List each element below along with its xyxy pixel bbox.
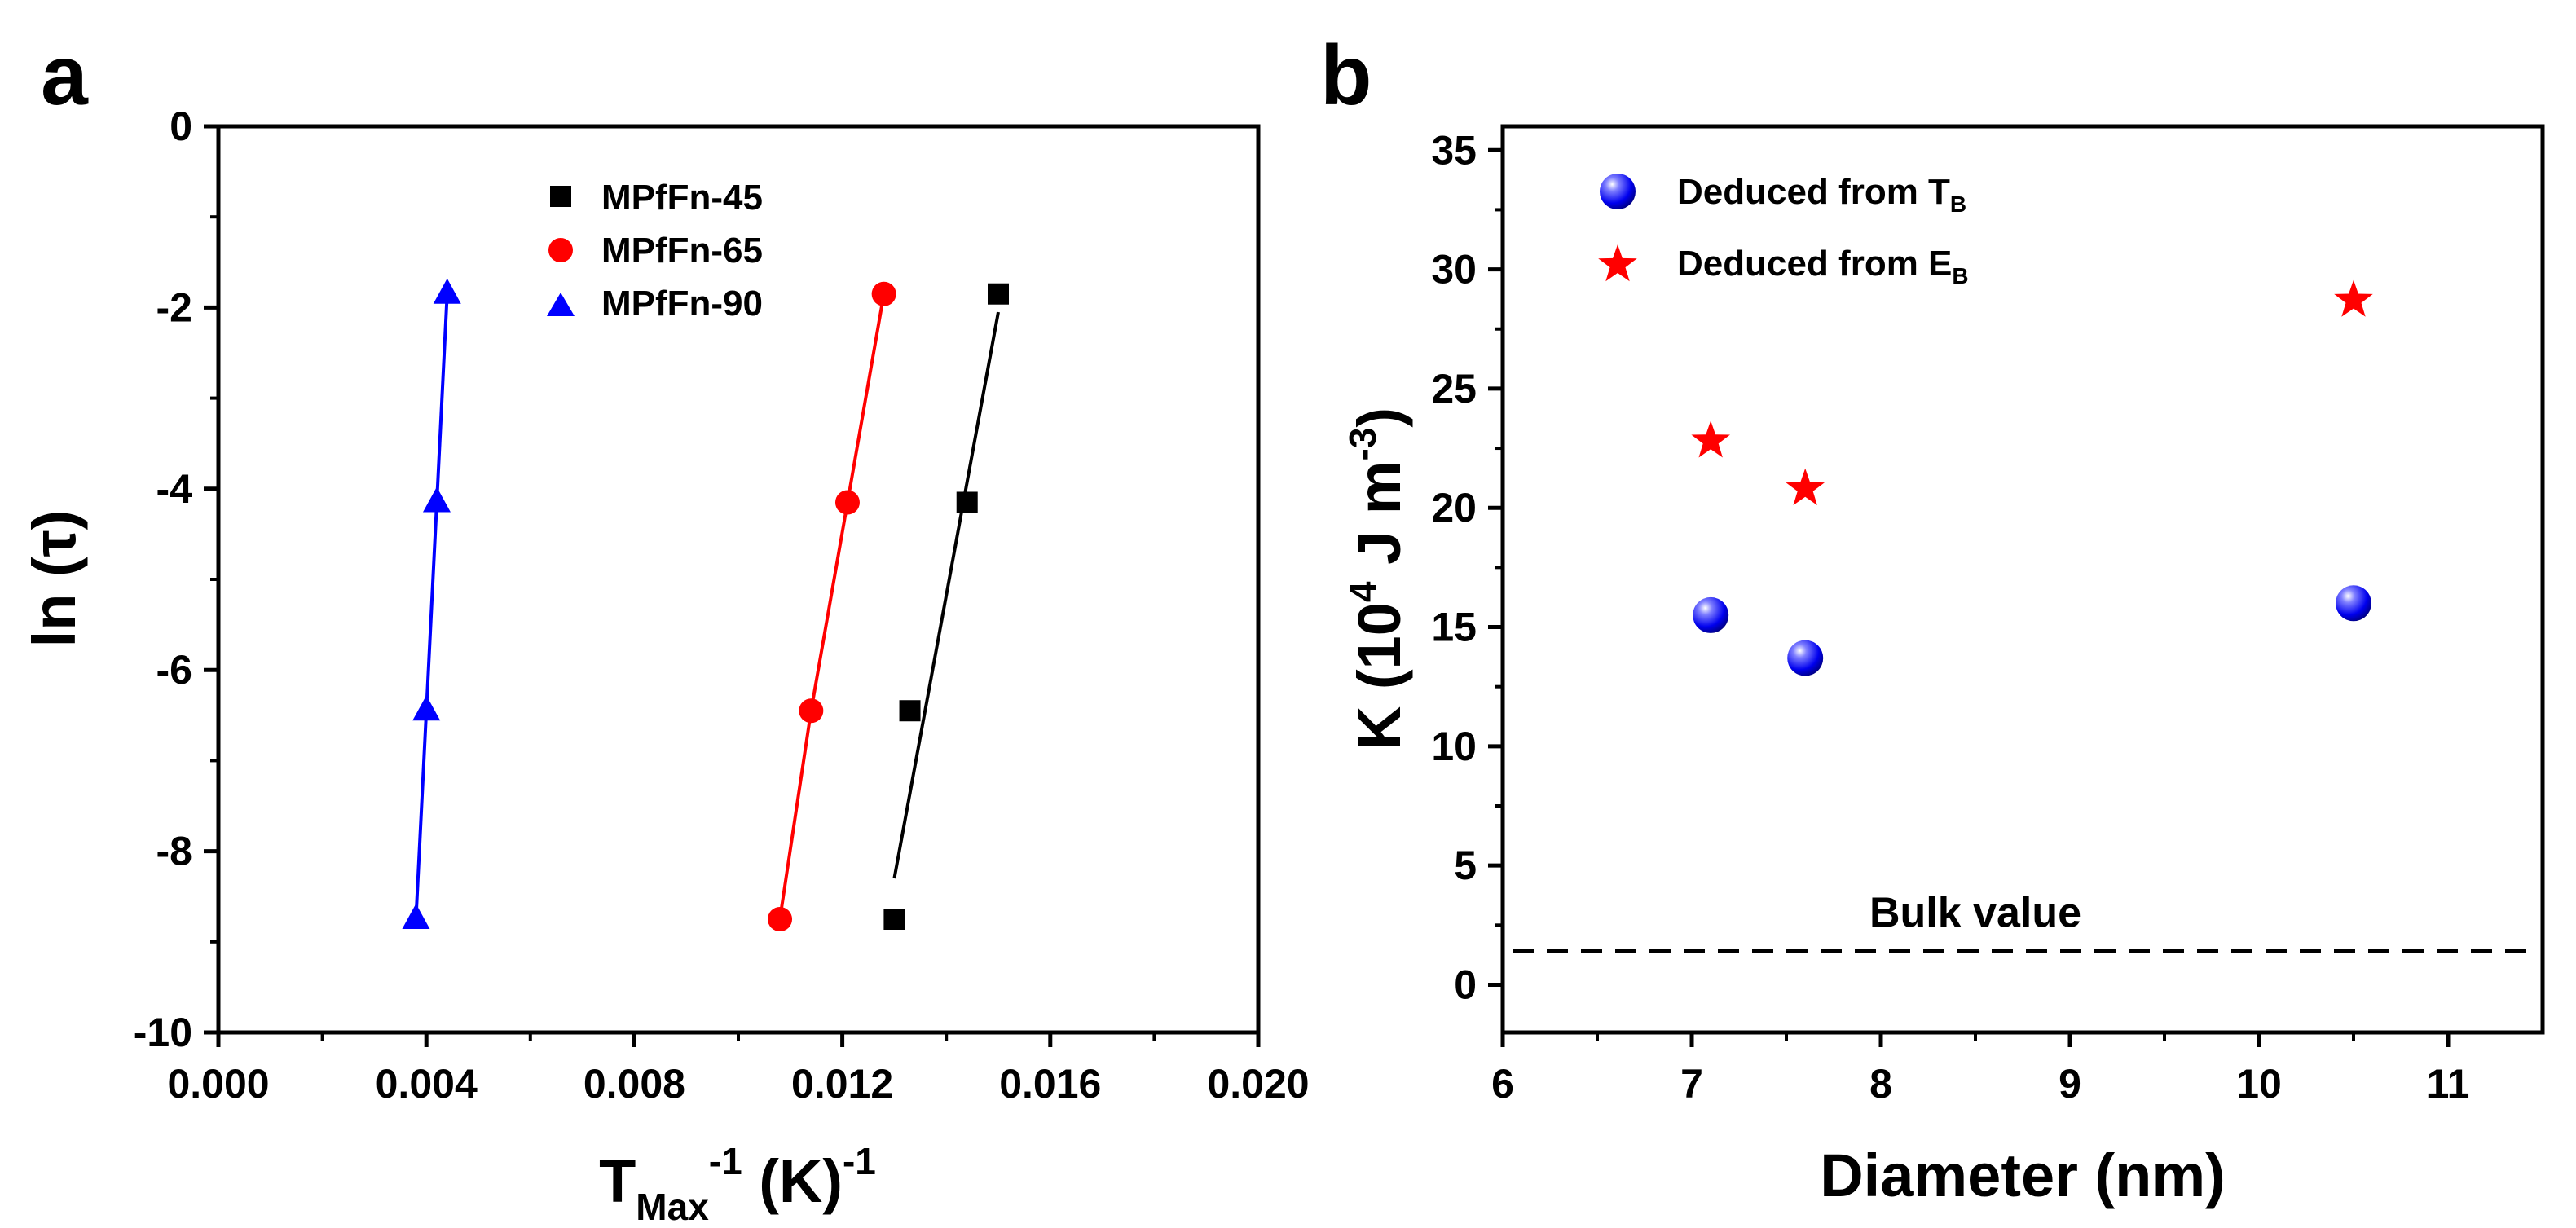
data-point-mpffn-65 xyxy=(768,907,793,931)
panel-b-ytick-label: 35 xyxy=(1431,127,1477,173)
panel-b-ytick-label: 30 xyxy=(1431,247,1477,293)
data-point-deduced-from-tb xyxy=(1693,596,1729,633)
panel-b-ylabel-mid: J m xyxy=(1345,460,1413,581)
legend-label-deduced-from-tb: Deduced from TB xyxy=(1677,172,1966,217)
data-point-mpffn-65 xyxy=(834,490,860,515)
legend-marker-mpffn-90 xyxy=(547,293,575,316)
panel-a-xlabel-rest: (K) xyxy=(742,1147,843,1215)
panel-b-ylabel-main: K (10 xyxy=(1345,602,1413,750)
panel-a-series xyxy=(402,278,1009,931)
panel-a-xtick-label: 0.004 xyxy=(376,1061,478,1107)
data-point-mpffn-65 xyxy=(871,281,896,306)
panel-a-xlabel-sub: Max xyxy=(636,1186,709,1228)
legend-label-mpffn-65: MPfFn-65 xyxy=(601,231,763,271)
panel-a-ytick-label: -2 xyxy=(156,284,192,330)
panel-b-legend: Deduced from TB Deduced from EB xyxy=(1598,172,1969,288)
panel-a-xtick-label: 0.008 xyxy=(583,1061,685,1107)
panel-label-b: b xyxy=(1320,29,1372,123)
panel-b-ylabel-end: ) xyxy=(1345,407,1413,428)
panel-a-xtick-label: 0.016 xyxy=(999,1061,1101,1107)
panel-b-ytick-label: 15 xyxy=(1431,605,1477,650)
data-point-deduced-from-tb xyxy=(2336,585,2371,622)
data-point-deduced-from-tb xyxy=(1787,640,1824,676)
panel-a-ytick-label: 0 xyxy=(170,103,192,149)
panel-b-ytick-label: 0 xyxy=(1454,962,1477,1007)
panel-b-plot-frame xyxy=(1500,124,2545,1035)
legend-label-tb-main: Deduced from T xyxy=(1677,172,1950,212)
data-point-mpffn-90 xyxy=(412,695,441,721)
panel-a-xlabel-sup2: -1 xyxy=(843,1140,876,1182)
panel-b-ytick-label: 10 xyxy=(1431,724,1477,769)
panel-b-ylabel: K (104 J m-3) xyxy=(1341,407,1413,750)
panel-b-series xyxy=(1691,279,2373,676)
panel-a-xtick-label: 0.020 xyxy=(1207,1061,1309,1107)
data-point-mpffn-45 xyxy=(988,283,1009,305)
data-point-deduced-from-eb xyxy=(1786,468,1825,505)
data-point-mpffn-65 xyxy=(799,698,824,724)
panel-b-ytick-label: 25 xyxy=(1431,366,1477,412)
series-line-mpffn-65 xyxy=(778,293,886,920)
panel-a-plot-frame xyxy=(216,124,1261,1035)
panel-a-xtick-label: 0.012 xyxy=(791,1061,893,1107)
legend-label-mpffn-45: MPfFn-45 xyxy=(601,178,763,218)
panel-a-xtick-label: 0.000 xyxy=(167,1061,269,1107)
legend-label-mpffn-90: MPfFn-90 xyxy=(601,284,763,324)
panel-b-xtick-label: 7 xyxy=(1680,1061,1703,1107)
series-line-mpffn-90 xyxy=(414,293,449,920)
legend-label-tb-sub: B xyxy=(1950,191,1966,217)
panel-label-a: a xyxy=(41,29,89,123)
data-point-mpffn-90 xyxy=(433,278,461,304)
data-point-mpffn-45 xyxy=(883,909,905,930)
panel-b-ytick-label: 20 xyxy=(1431,485,1477,530)
panel-a-xlabel: TMax-1 (K)-1 xyxy=(599,1140,876,1228)
panel-a-xlabel-sup: -1 xyxy=(709,1140,742,1182)
legend-marker-deduced-from-eb xyxy=(1598,244,1637,282)
panel-b-xtick-label: 10 xyxy=(2236,1061,2282,1107)
panel-a-ytick-label: -4 xyxy=(156,466,193,512)
panel-b-xtick-label: 6 xyxy=(1491,1061,1514,1107)
panel-a-ytick-label: -10 xyxy=(134,1010,192,1055)
panel-a-xlabel-main: T xyxy=(599,1147,636,1215)
panel-b-ytick-label: 5 xyxy=(1454,843,1477,888)
panel-b-xtick-label: 8 xyxy=(1869,1061,1892,1107)
data-point-mpffn-45 xyxy=(956,491,978,513)
panel-a-ytick-label: -6 xyxy=(156,647,192,693)
legend-marker-deduced-from-tb xyxy=(1600,174,1636,209)
data-point-mpffn-45 xyxy=(899,700,921,722)
data-point-deduced-from-eb xyxy=(1691,420,1730,458)
panel-a-ytick-label: -8 xyxy=(156,829,192,874)
legend-marker-mpffn-65 xyxy=(548,238,573,262)
panel-b-reference: Bulk value xyxy=(1513,890,2533,954)
panel-b-ylabel-sup: 4 xyxy=(1341,581,1384,602)
panel-a-ylabel: ln (τ) xyxy=(20,510,88,648)
panel-b-xtick-label: 9 xyxy=(2059,1061,2081,1107)
data-point-deduced-from-eb xyxy=(2334,279,2373,317)
fit-line-mpffn-45 xyxy=(892,311,1000,879)
legend-label-eb-main: Deduced from E xyxy=(1677,244,1952,284)
data-point-mpffn-90 xyxy=(402,904,430,929)
data-point-mpffn-90 xyxy=(422,486,451,513)
legend-label-deduced-from-eb: Deduced from EB xyxy=(1677,244,1969,288)
legend-label-eb-sub: B xyxy=(1952,263,1968,288)
legend-marker-mpffn-45 xyxy=(550,186,571,207)
panel-a: a 0.000 0.004 0.008 0.012 0.016 0.020 0 -2 -4 -6 -… xyxy=(20,29,1310,1228)
panel-b-xlabel: Diameter (nm) xyxy=(1820,1142,2226,1209)
panel-b-xtick-label: 11 xyxy=(2427,1061,2470,1107)
panel-a-ticks: 0.000 0.004 0.008 0.012 0.016 0.020 0 -2 -4 -6 -8 -… xyxy=(134,103,1310,1107)
panel-b-ylabel-sup2: -3 xyxy=(1341,428,1384,461)
panel-a-legend: MPfFn-45 MPfFn-65 MPfFn-90 xyxy=(547,178,763,324)
reference-line-label: Bulk value xyxy=(1869,890,2081,937)
panel-b: b Bulk value 6 7 8 9 10 11 0 5 10 15 20 25 30 35 K (1… xyxy=(1320,29,2545,1209)
